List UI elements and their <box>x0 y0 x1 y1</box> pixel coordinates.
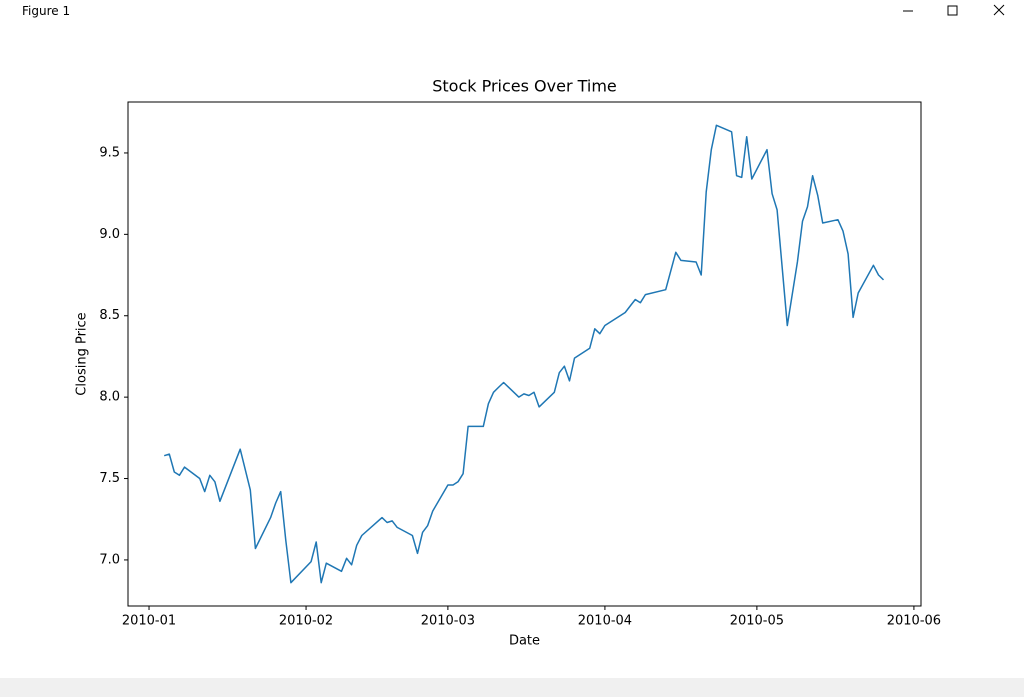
x-axis-label: Date <box>509 634 540 649</box>
x-tick-label: 2010-03 <box>421 614 475 629</box>
maximize[interactable] <box>947 5 958 16</box>
x-tick-label: 2010-04 <box>578 614 632 629</box>
window-controls <box>903 5 958 16</box>
x-tick-label: 2010-01 <box>122 614 176 629</box>
window-title: Figure 1 <box>22 4 71 18</box>
x-tick-label: 2010-06 <box>887 614 941 629</box>
y-tick-label: 8.0 <box>99 390 120 405</box>
toolbar <box>0 678 1024 697</box>
x-tick-label: 2010-05 <box>730 614 784 629</box>
x-tick-label: 2010-02 <box>279 614 333 629</box>
chart: Stock Prices Over Time Date Closing Pric… <box>75 77 942 649</box>
y-tick-label: 8.5 <box>99 308 120 323</box>
price-line <box>163 124 885 584</box>
y-axis-label: Closing Price <box>75 312 90 395</box>
y-tick-label: 9.0 <box>99 227 120 242</box>
chart-title: Stock Prices Over Time <box>432 77 617 96</box>
axes-frame <box>127 101 922 607</box>
close[interactable] <box>990 0 1010 22</box>
y-tick-label: 7.0 <box>99 552 120 567</box>
title-bar: Figure 1 <box>0 0 1024 22</box>
y-tick-label: 9.5 <box>99 145 120 160</box>
y-tick-label: 7.5 <box>99 471 120 486</box>
